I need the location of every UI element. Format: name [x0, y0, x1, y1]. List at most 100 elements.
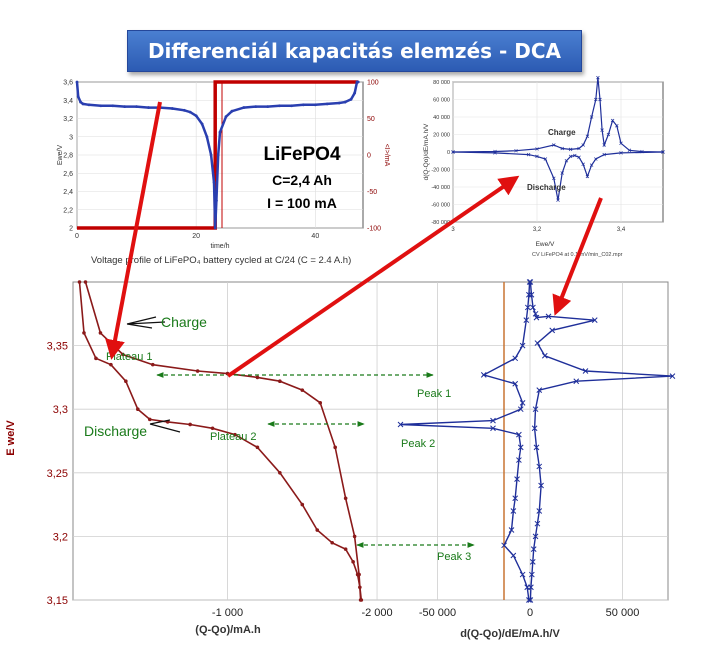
main-x-tick-label: 50 000: [606, 607, 640, 619]
cv-y-tick-label: -60 000: [431, 203, 450, 209]
cv-y-tick-label: 20 000: [433, 133, 450, 139]
voltage-point: [135, 105, 138, 109]
cv-annotation-discharge: Discharge: [527, 183, 566, 192]
cv-y-tick-label: 40 000: [433, 115, 450, 121]
voltage-y-tick-label: 2,6: [63, 171, 73, 178]
dqdv-point: [534, 520, 541, 527]
cv-point: [585, 174, 590, 179]
voltage-y-tick-label: 3,2: [63, 116, 73, 123]
main-left-point: [355, 572, 360, 577]
dqdv-point: [669, 373, 676, 379]
main-right-x-axis-label: d(Q-Qo)/dE/mA.h/V: [460, 628, 560, 640]
cv-point: [493, 151, 497, 155]
cv-point: [535, 147, 539, 151]
dqdv-point: [534, 340, 541, 346]
main-left-point: [300, 502, 305, 507]
voltage-point: [230, 109, 234, 113]
dqdv-point: [528, 291, 535, 298]
dqdv-points: [397, 279, 676, 603]
main-grid: [73, 282, 668, 601]
voltage-y2-tick-label: 100: [367, 80, 379, 87]
main-x-ticks-left: -1 000 -2 000: [212, 607, 393, 619]
dqdv-point: [490, 417, 496, 424]
voltage-point: [123, 105, 127, 109]
cv-point: [451, 150, 455, 154]
cv-point: [661, 150, 665, 154]
dqdv-point: [519, 342, 526, 349]
main-annotation-peak2: Peak 2: [401, 438, 435, 450]
main-x-ticks-right: -50 000 0 50 000: [419, 607, 639, 619]
voltage-point: [111, 104, 115, 108]
dqdv-point: [514, 476, 520, 483]
voltage-point: [99, 104, 103, 108]
voltage-caption: Voltage profile of LiFePO₄ battery cycle…: [91, 255, 351, 266]
dqdv-point: [582, 368, 589, 374]
cv-point: [535, 154, 539, 159]
cv-point: [589, 163, 594, 167]
cv-point: [619, 151, 623, 155]
voltage-point: [302, 103, 305, 107]
dqdv-point: [573, 378, 580, 385]
dqdv-point: [480, 372, 487, 378]
main-y-tick-label: 3,15: [47, 595, 68, 607]
voltage-x-tick-label: 20: [192, 233, 200, 240]
voltage-x-tick-label: 40: [311, 233, 319, 240]
dqdv-point: [536, 463, 543, 470]
main-left-point: [278, 471, 282, 475]
main-left-point: [82, 331, 86, 335]
voltage-point: [254, 105, 258, 109]
dqdv-point: [527, 597, 534, 603]
dqdv-point: [512, 355, 519, 362]
dqdv-point: [541, 352, 548, 359]
dqdv-point: [512, 380, 519, 387]
main-x-tick-label: -50 000: [419, 607, 456, 619]
main-y-tick-label: 3,2: [53, 531, 68, 543]
main-left-point: [150, 362, 155, 367]
current-series-line: [77, 80, 359, 230]
main-left-point: [351, 560, 355, 564]
voltage-point: [216, 153, 220, 157]
main-left-point: [343, 496, 348, 501]
battery-info: LiFePO4 C=2,4 Ah I = 100 mA: [263, 144, 341, 211]
voltage-point: [76, 95, 80, 98]
dqdv-point: [528, 571, 535, 578]
main-x-tick-label: -2 000: [361, 607, 392, 619]
main-left-point: [359, 598, 364, 602]
cv-point: [560, 146, 564, 151]
voltage-point: [170, 107, 174, 110]
cv-x-tick-label: 3,2: [533, 227, 542, 233]
main-left-point: [300, 388, 305, 392]
dqdv-point: [508, 527, 515, 533]
cv-point: [594, 157, 598, 161]
main-left-point: [330, 540, 334, 545]
voltage-point: [79, 100, 82, 104]
dqdv-point: [536, 508, 543, 514]
voltage-point: [205, 135, 209, 139]
dqdv-point: [527, 279, 534, 285]
cv-x-tick-label: 3,4: [617, 227, 626, 233]
main-left-point: [109, 362, 113, 367]
cv-point: [581, 143, 585, 147]
voltage-y2-tick-label: -50: [367, 189, 377, 196]
dqdv-point: [533, 444, 540, 451]
cv-x-tick-label: 3: [451, 227, 455, 233]
dqdv-point: [545, 313, 552, 320]
main-annotation-plateau2: Plateau 2: [210, 431, 256, 443]
voltage-y-ticks: 2 2,2 2,4 2,6 2,8 3 3,2 3,4 3,6: [63, 80, 73, 233]
main-annotation-peak1: Peak 1: [417, 388, 451, 400]
dqdv-point: [526, 597, 532, 603]
cv-point: [606, 132, 611, 137]
main-left-point: [255, 445, 260, 450]
voltage-y-tick-label: 3,6: [63, 80, 73, 87]
main-left-point: [233, 432, 237, 437]
voltage-point: [278, 104, 281, 108]
voltage-point: [266, 105, 270, 109]
voltage-y-tick-label: 3: [69, 134, 73, 141]
cv-y-axis-label: d(Q-Qo)/dE/mA.h/V: [423, 123, 430, 180]
main-left-point: [124, 379, 128, 384]
current-label: I = 100 mA: [267, 195, 337, 211]
cv-point: [514, 148, 518, 153]
main-left-point: [77, 280, 82, 284]
